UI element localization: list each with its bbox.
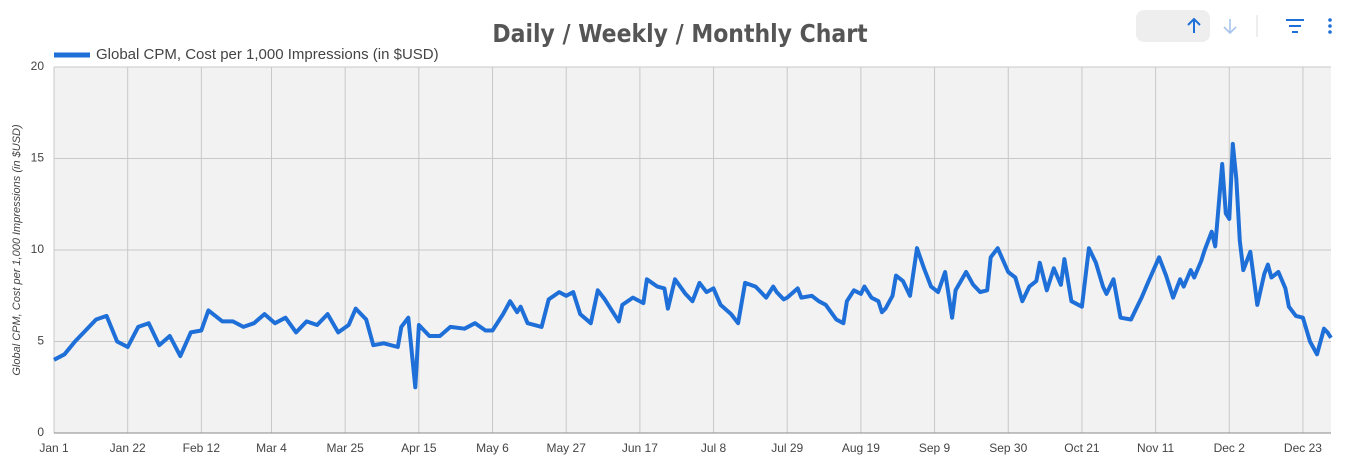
chart-title: Daily / Weekly / Monthly Chart bbox=[492, 19, 867, 49]
x-tick-label: Aug 19 bbox=[842, 441, 880, 455]
more-menu[interactable] bbox=[1328, 18, 1332, 34]
x-tick-label: Sep 9 bbox=[919, 441, 951, 455]
x-tick-label: May 27 bbox=[547, 441, 587, 455]
legend-label: Global CPM, Cost per 1,000 Impressions (… bbox=[96, 46, 439, 63]
x-tick-label: Dec 23 bbox=[1284, 441, 1322, 455]
y-tick-label: 10 bbox=[31, 242, 45, 256]
y-tick-label: 5 bbox=[37, 334, 44, 348]
y-tick-label: 20 bbox=[31, 59, 45, 73]
x-tick-label: Dec 2 bbox=[1214, 441, 1246, 455]
x-tick-label: Jun 17 bbox=[622, 441, 658, 455]
line-series bbox=[53, 141, 1333, 390]
x-tick-label: Jul 29 bbox=[771, 441, 803, 455]
x-tick-label: Nov 11 bbox=[1137, 441, 1174, 455]
x-tick-label: Apr 15 bbox=[401, 441, 437, 455]
x-tick-label: Feb 12 bbox=[183, 441, 221, 455]
y-axis-label: Global CPM, Cost per 1,000 Impressions (… bbox=[11, 124, 23, 376]
y-tick-label: 0 bbox=[37, 425, 44, 439]
sort-descending[interactable] bbox=[1223, 19, 1237, 35]
x-tick-label: Jan 22 bbox=[110, 441, 146, 455]
sort-button-bg bbox=[1136, 10, 1210, 42]
x-tick-label: Jul 8 bbox=[701, 441, 727, 455]
x-tick-label: May 6 bbox=[476, 441, 509, 455]
x-tick-label: Oct 21 bbox=[1064, 441, 1100, 455]
x-tick-label: Jan 1 bbox=[39, 441, 69, 455]
sort-ascending[interactable] bbox=[1187, 17, 1201, 33]
x-tick-label: Sep 30 bbox=[989, 441, 1027, 455]
filter-icon[interactable] bbox=[1286, 19, 1304, 33]
x-tick-label: Mar 25 bbox=[327, 441, 365, 455]
y-tick-label: 15 bbox=[31, 151, 45, 165]
x-tick-label: Mar 4 bbox=[256, 441, 287, 455]
toolbar bbox=[1136, 10, 1332, 42]
